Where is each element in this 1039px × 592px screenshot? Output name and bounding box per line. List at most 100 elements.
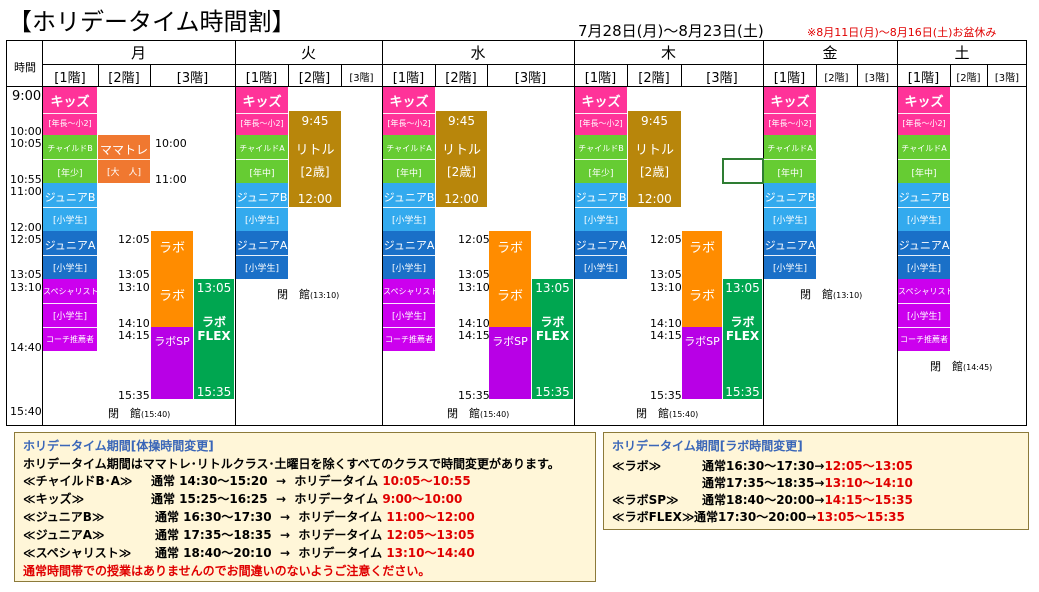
block-sublabel: [年長～小2] <box>768 119 812 128</box>
floor-thu-3: [3階] <box>706 71 738 86</box>
row-arrow: → <box>275 474 286 488</box>
block-label: ジュニアA <box>44 239 96 252</box>
thu-labo-block-1: ラボ <box>682 231 722 279</box>
block-label: ラボ <box>540 315 565 329</box>
sat-kids-block: キッズ [年長～小2] <box>898 87 950 135</box>
block-sublabel: [年少] <box>57 169 83 179</box>
gym-row-child: ≪チャイルドB･A≫ 通常 14:30～15:20 → ホリデータイム 10:05… <box>23 472 471 489</box>
block-label: ラボ <box>158 241 185 256</box>
row-arrow: → <box>279 528 290 542</box>
block-sublabel: [小学生] <box>906 312 942 322</box>
block-sublabel: [小学生] <box>906 216 942 226</box>
block-sublabel: [年長～小2] <box>387 119 431 128</box>
block-sublabel: [年長～小2] <box>579 119 623 128</box>
tue-closed: 閉 館(13:10) <box>277 286 339 302</box>
block-label-2: FLEX <box>197 329 231 343</box>
block-sublabel: [2歳] <box>300 165 330 179</box>
block-label: ママトレ <box>99 143 148 157</box>
block-label: スペシャリスト <box>898 287 950 296</box>
fri-kids-block: キッズ [年長～小2] <box>764 87 816 135</box>
block-sublabel: [年長～小2] <box>48 119 92 128</box>
row-time: 13:05～15:35 <box>816 510 905 524</box>
block-label: ジュニアA <box>764 239 816 252</box>
gym-row-juniorB: ≪ジュニアB≫ 通常 16:30～17:30 → ホリデータイム 11:00～12… <box>23 508 475 525</box>
row-normal: 通常 14:30～15:20 <box>151 474 268 488</box>
block-label: ラボ <box>158 289 185 304</box>
tue-childA-block: チャイルドA [年中] <box>236 135 288 183</box>
wed-labo-start: 12:05 <box>458 233 490 246</box>
closed-label: 閉 館 <box>930 360 963 373</box>
row-holiday: ホリデータイム <box>294 492 379 506</box>
block-label: ジュニアB <box>383 191 435 204</box>
floor-fri-2: [2階] <box>824 73 849 84</box>
block-label: ラボ <box>496 289 523 304</box>
row-time: 11:00～12:00 <box>386 510 475 524</box>
row-normal: 通常 16:30～17:30 <box>155 510 272 524</box>
block-sublabel: [小学生] <box>52 312 88 322</box>
block-end-time: 15:35 <box>196 385 232 399</box>
block-end-time: 15:35 <box>535 385 570 399</box>
block-start-time: 9:45 <box>301 114 329 128</box>
row-name: ≪チャイルドB･A≫ <box>23 474 133 488</box>
thu-kids-block: キッズ [年長～小2] <box>575 87 627 135</box>
page-title: 【ホリデータイム時間割】 <box>8 8 296 36</box>
sat-closed: 閉 館(14:45) <box>930 358 992 374</box>
thu-childB-block: チャイルドB [年少] <box>575 135 627 183</box>
block-end-time: 12:00 <box>444 192 479 206</box>
thu-laboflex-block: 13:05 ラボ FLEX 15:35 <box>723 279 762 399</box>
floor-tue-1: [1階] <box>245 71 278 86</box>
block-label: ラボSP <box>154 335 190 348</box>
block-label: ラボSP <box>492 335 528 348</box>
block-sublabel: [小学生] <box>772 264 808 274</box>
floor-mon-1: [1階] <box>54 71 86 86</box>
block-sublabel: [年中] <box>777 169 803 179</box>
thu-juniorB-block: ジュニアB [小学生] <box>575 183 627 231</box>
floor-mon-2: [2階] <box>108 71 140 86</box>
closed-label: 閉 館 <box>447 407 480 420</box>
gym-row-specialist: ≪スペシャリスト≫ 通常 18:40～20:10 → ホリデータイム 13:10～… <box>23 544 475 561</box>
block-sublabel: [小学生] <box>391 216 427 226</box>
block-sublabel: [小学生] <box>244 264 280 274</box>
block-note: コーチ推薦者 <box>900 335 948 344</box>
floor-wed-1: [1階] <box>392 71 425 86</box>
block-label: ラボ <box>688 241 715 256</box>
block-start-time: 13:05 <box>725 281 760 295</box>
floor-wed-2: [2階] <box>445 71 477 86</box>
block-sublabel: [年長～小2] <box>240 119 284 128</box>
row-holiday: ホリデータイム <box>298 528 383 542</box>
wed-laboflex-block: 13:05 ラボ FLEX 15:35 <box>532 279 573 399</box>
block-label-2: FLEX <box>535 329 570 343</box>
block-sublabel: [年中] <box>249 169 275 179</box>
row-arrow: → <box>279 546 290 560</box>
block-label: ジュニアA <box>575 239 627 252</box>
time-1005: 10:05 <box>10 137 42 150</box>
block-label: キッズ <box>904 95 944 110</box>
wed-little-block: 9:45 リトル [2歳] 12:00 <box>436 111 487 207</box>
wed-labosp-end: 15:35 <box>458 389 490 402</box>
row-holiday: ホリデータイム <box>298 510 383 524</box>
row-name: ≪ジュニアA≫ <box>23 528 105 542</box>
block-label: ジュニアB <box>44 191 96 204</box>
mon-kids-block: キッズ [年長～小2] <box>43 87 97 135</box>
floor-thu-1: [1階] <box>584 71 617 86</box>
floor-mon-3: [3階] <box>176 71 209 86</box>
time-1440: 14:40 <box>10 341 42 354</box>
time-1000: 10:00 <box>10 125 42 138</box>
mon-labo2-start: 13:10 <box>118 281 150 294</box>
day-header-wed: 水 <box>470 44 486 62</box>
gym-time-change-box: ホリデータイム期間[体操時間変更] ホリデータイム期間はママトレ･リトルクラス･… <box>14 432 596 582</box>
selected-cell[interactable] <box>722 158 764 184</box>
block-note: コーチ推薦者 <box>46 335 94 344</box>
labo-row-labo-2: 通常17:35～18:35→13:10～14:10 <box>612 474 913 491</box>
row-name: ≪ラボSP≫ <box>612 493 679 507</box>
tue-little-block: 9:45 リトル [2歳] 12:00 <box>289 111 341 207</box>
block-end-time: 12:00 <box>637 192 672 206</box>
floor-thu-2: [2階] <box>638 71 670 86</box>
sat-juniorA-block: ジュニアA [小学生] <box>898 231 950 279</box>
row-name: ≪ジュニアB≫ <box>23 510 105 524</box>
block-label: リトル <box>295 143 335 158</box>
block-label: スペシャリスト <box>383 287 435 296</box>
block-label: キッズ <box>242 95 282 110</box>
mon-labosp-block: ラボSP <box>151 327 193 399</box>
wed-childA-block: チャイルドA [年中] <box>383 135 435 183</box>
